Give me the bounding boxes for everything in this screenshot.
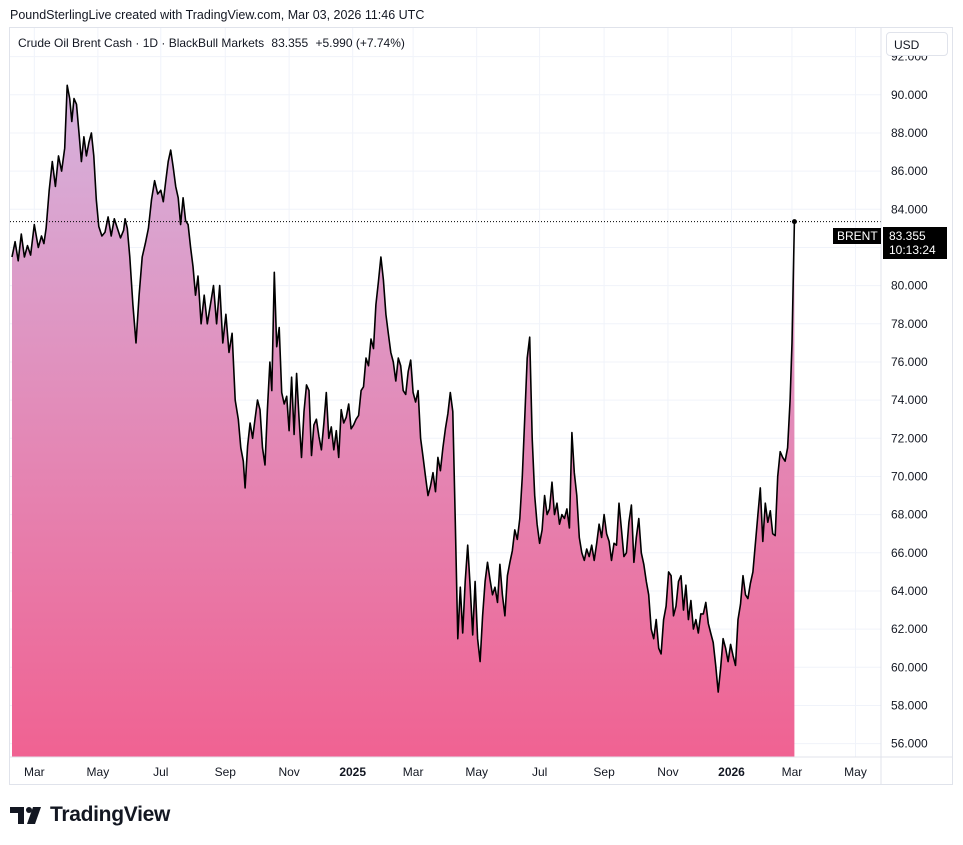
price-axis-tick: 60.000 xyxy=(891,660,928,674)
chart-credit: PoundSterlingLive created with TradingVi… xyxy=(10,8,425,22)
price-axis-tick: 74.000 xyxy=(891,393,928,407)
price-axis-tick: 64.000 xyxy=(891,584,928,598)
price-axis-tick: 70.000 xyxy=(891,469,928,483)
price-tag-box xyxy=(883,227,947,259)
price-axis-tick: 58.000 xyxy=(891,698,928,712)
chart-frame xyxy=(9,27,953,785)
price-axis-tick: 62.000 xyxy=(891,622,928,636)
tradingview-wordmark: TradingView xyxy=(50,803,171,826)
time-axis-tick: May xyxy=(844,765,867,779)
symbol-tag-label: BRENT xyxy=(837,229,878,243)
price-axis-tick: 76.000 xyxy=(891,355,928,369)
time-axis[interactable]: Mar May Jul Sep Nov 2025 Mar May Jul Sep Nov 2026 Ma… xyxy=(24,765,867,779)
time-axis-tick: Jul xyxy=(532,765,547,779)
time-axis-tick: Nov xyxy=(657,765,678,779)
symbol-tag: BRENT xyxy=(833,228,881,244)
price-axis-tick: 56.000 xyxy=(891,737,928,751)
last-price-marker xyxy=(791,219,797,225)
symbol-tag-box xyxy=(833,228,881,244)
time-axis-tick: May xyxy=(465,765,488,779)
price-axis-tick: 66.000 xyxy=(891,546,928,560)
price-axis-tick: 84.000 xyxy=(891,202,928,216)
legend-change: +5.990 (+7.74%) xyxy=(315,36,405,50)
currency-button[interactable]: USD xyxy=(886,32,948,56)
time-axis-tick: 2025 xyxy=(339,765,366,779)
price-axis-tick: 68.000 xyxy=(891,508,928,522)
time-axis-tick: May xyxy=(87,765,110,779)
legend-symbol[interactable]: Crude Oil Brent Cash · 1D · BlackBull Ma… xyxy=(18,36,265,50)
price-axis-tick: 90.000 xyxy=(891,88,928,102)
legend-last-price: 83.355 xyxy=(271,36,309,50)
price-tag-countdown: 10:13:24 xyxy=(889,243,936,257)
chart-legend: Crude Oil Brent Cash · 1D · BlackBull Ma… xyxy=(18,36,409,50)
price-axis-tick: 86.000 xyxy=(891,164,928,178)
time-axis-tick: Mar xyxy=(782,765,803,779)
time-axis-tick: Jul xyxy=(153,765,168,779)
time-axis-tick: Mar xyxy=(403,765,424,779)
time-axis-tick: Sep xyxy=(215,765,237,779)
tradingview-logo-icon xyxy=(10,807,41,824)
time-axis-tick: Nov xyxy=(278,765,299,779)
price-axis-tick: 80.000 xyxy=(891,279,928,293)
tradingview-brand[interactable]: TradingView xyxy=(10,803,170,827)
price-tag: 83.355 10:13:24 xyxy=(883,227,947,259)
time-axis-tick: Sep xyxy=(593,765,615,779)
price-axis[interactable]: 92.00090.00088.00086.00084.00082.00080.0… xyxy=(891,50,928,751)
price-area-fill xyxy=(12,85,795,758)
price-axis-tick: 72.000 xyxy=(891,431,928,445)
price-tag-value: 83.355 xyxy=(889,229,926,243)
price-line xyxy=(11,84,796,693)
price-axis-tick: 78.000 xyxy=(891,317,928,331)
time-axis-tick: 2026 xyxy=(718,765,745,779)
time-axis-tick: Mar xyxy=(24,765,45,779)
price-axis-tick: 88.000 xyxy=(891,126,928,140)
